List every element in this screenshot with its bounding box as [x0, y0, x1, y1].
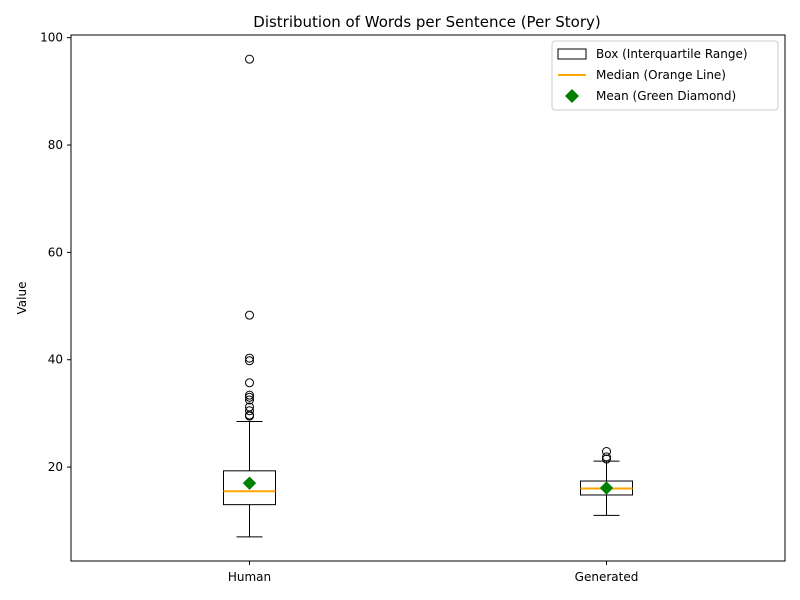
y-axis-label: Value [15, 282, 29, 315]
outlier-point [245, 406, 254, 416]
outlier-point [245, 390, 254, 400]
outlier-point [245, 402, 254, 412]
iqr-box [223, 470, 276, 506]
outlier-point [245, 54, 254, 64]
legend-label: Box (Interquartile Range) [596, 47, 748, 61]
mean-marker [599, 481, 614, 495]
legend-box-swatch [557, 48, 587, 60]
legend-label: Mean (Green Diamond) [596, 89, 736, 103]
y-tick-label: 20 [48, 460, 63, 474]
y-tick-label: 80 [48, 138, 63, 152]
chart-title: Distribution of Words per Sentence (Per … [253, 13, 600, 31]
legend-frame [551, 40, 779, 111]
plot-frame [70, 34, 786, 562]
y-tick-label: 60 [48, 245, 63, 259]
mean-marker [242, 476, 257, 490]
outlier-point [245, 356, 254, 366]
legend: Box (Interquartile Range) Median (Orange … [551, 40, 779, 111]
x-tick-label: Generated [575, 570, 639, 584]
legend-mean-swatch [565, 89, 579, 103]
outlier-point [602, 452, 611, 462]
outlier-point [602, 447, 611, 457]
outlier-point [245, 310, 254, 320]
outlier-point [245, 378, 254, 388]
box-group-human [223, 54, 276, 538]
legend-label: Median (Orange Line) [596, 68, 726, 82]
box-group-generated [580, 447, 633, 516]
outlier-point [245, 395, 254, 405]
x-tick-label: Human [228, 570, 271, 584]
y-tick-label: 100 [40, 31, 63, 45]
y-tick-label: 40 [48, 353, 63, 367]
outlier-point [245, 353, 254, 363]
outlier-point [245, 392, 254, 402]
plot-area: 20 40 60 80 100 Human Generated [40, 31, 786, 584]
